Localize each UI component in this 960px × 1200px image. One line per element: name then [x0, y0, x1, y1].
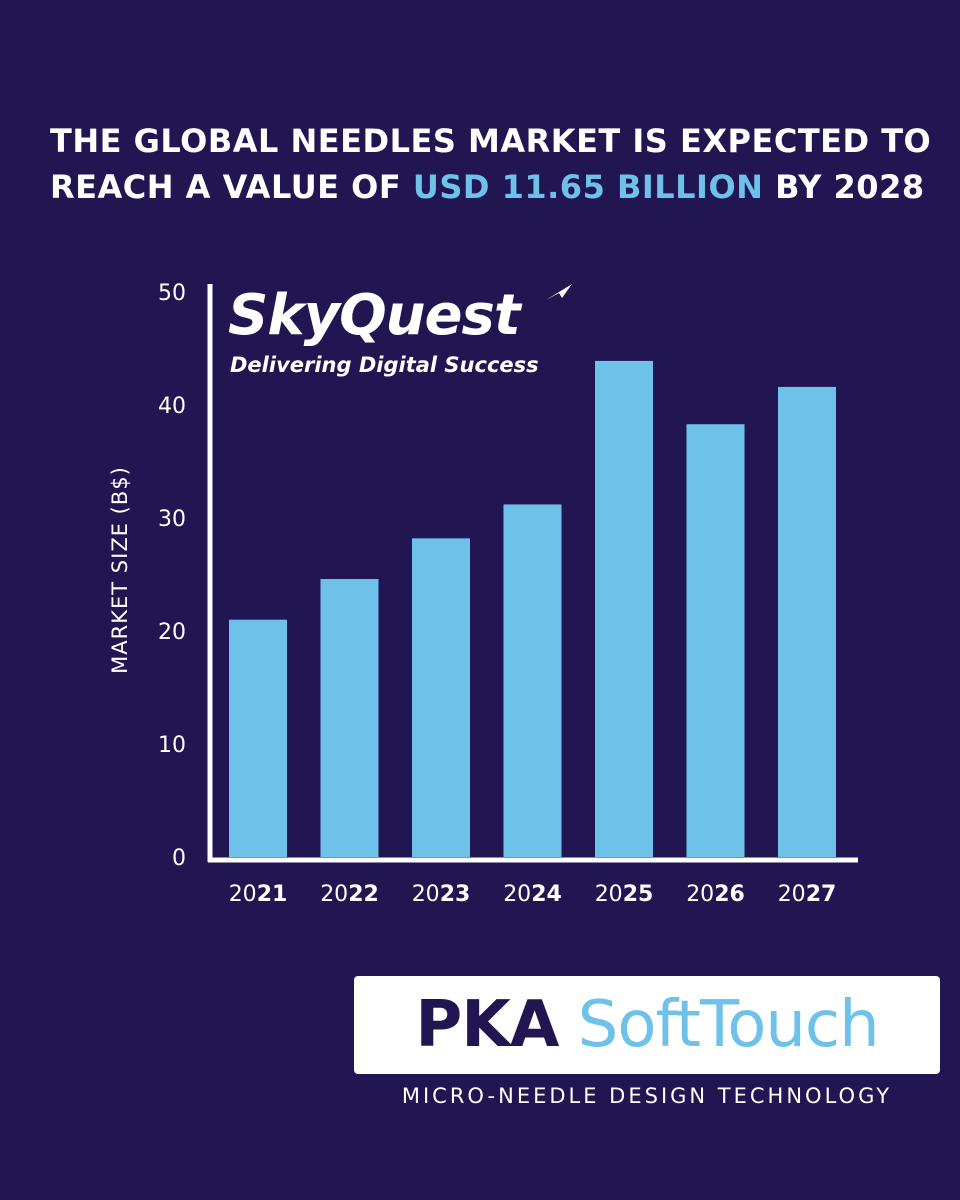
y-tick-label: 40: [158, 394, 186, 419]
pka-logo-primary: PKA: [415, 988, 559, 1062]
y-tick-label: 50: [158, 281, 186, 306]
x-category-prefix: 20: [503, 882, 531, 907]
y-tick-label: 10: [158, 733, 186, 758]
bars-group: [229, 360, 836, 857]
pka-logo-text: PKA SoftTouch: [415, 988, 880, 1062]
x-category-label: 2026: [686, 882, 745, 907]
x-category-label: 2021: [229, 882, 288, 907]
bar-2027: [778, 386, 836, 857]
x-category-prefix: 20: [229, 882, 257, 907]
x-category-label: 2022: [320, 882, 379, 907]
y-tick-label: 20: [158, 620, 186, 645]
x-categories-group: 2021 2022 2023 2024 2025 2026 2027: [229, 882, 837, 907]
bar-2021: [229, 619, 287, 857]
x-category-suffix: 23: [440, 882, 471, 907]
x-category-label: 2023: [412, 882, 471, 907]
headline-line1: THE GLOBAL NEEDLES MARKET IS EXPECTED TO: [50, 122, 932, 160]
paper-plane-icon: [546, 284, 572, 300]
x-category-prefix: 20: [778, 882, 806, 907]
headline-line2-suffix: BY 2028: [763, 168, 925, 206]
brand-tagline: Delivering Digital Success: [230, 353, 539, 377]
x-category-suffix: 24: [531, 882, 562, 907]
headline: THE GLOBAL NEEDLES MARKET IS EXPECTED TO…: [50, 118, 940, 210]
x-category-prefix: 20: [686, 882, 714, 907]
x-category-suffix: 21: [257, 882, 288, 907]
x-category-suffix: 22: [348, 882, 379, 907]
x-category-prefix: 20: [320, 882, 348, 907]
x-category-prefix: 20: [412, 882, 440, 907]
x-category-suffix: 27: [806, 882, 837, 907]
x-category-label: 2027: [778, 882, 837, 907]
x-category-label: 2025: [595, 882, 654, 907]
x-category-label: 2024: [503, 882, 562, 907]
x-category-suffix: 25: [623, 882, 654, 907]
bar-2024: [503, 504, 562, 857]
pka-subtitle: MICRO-NEEDLE DESIGN TECHNOLOGY: [401, 1084, 893, 1108]
headline-highlight: USD 11.65 BILLION: [412, 168, 764, 206]
x-category-suffix: 26: [714, 882, 745, 907]
y-axis-label: MARKET SIZE (B$): [108, 466, 132, 674]
headline-line2-prefix: REACH A VALUE OF: [50, 168, 413, 206]
brand-name: SkyQuest: [228, 283, 521, 348]
pka-softtouch-logo: PKA SoftTouch: [354, 976, 940, 1074]
x-category-prefix: 20: [595, 882, 623, 907]
bar-2026: [686, 424, 745, 857]
pka-logo-secondary: SoftTouch: [577, 988, 880, 1062]
y-ticks-group: 0 10 20 30 40 50: [158, 281, 186, 871]
bar-2025: [595, 360, 653, 857]
y-tick-label: 30: [158, 507, 186, 532]
bar-2023: [412, 538, 470, 857]
skyquest-logo: SkyQuest Delivering Digital Success: [228, 283, 572, 378]
y-tick-label: 0: [172, 846, 186, 871]
bar-2022: [320, 579, 379, 857]
